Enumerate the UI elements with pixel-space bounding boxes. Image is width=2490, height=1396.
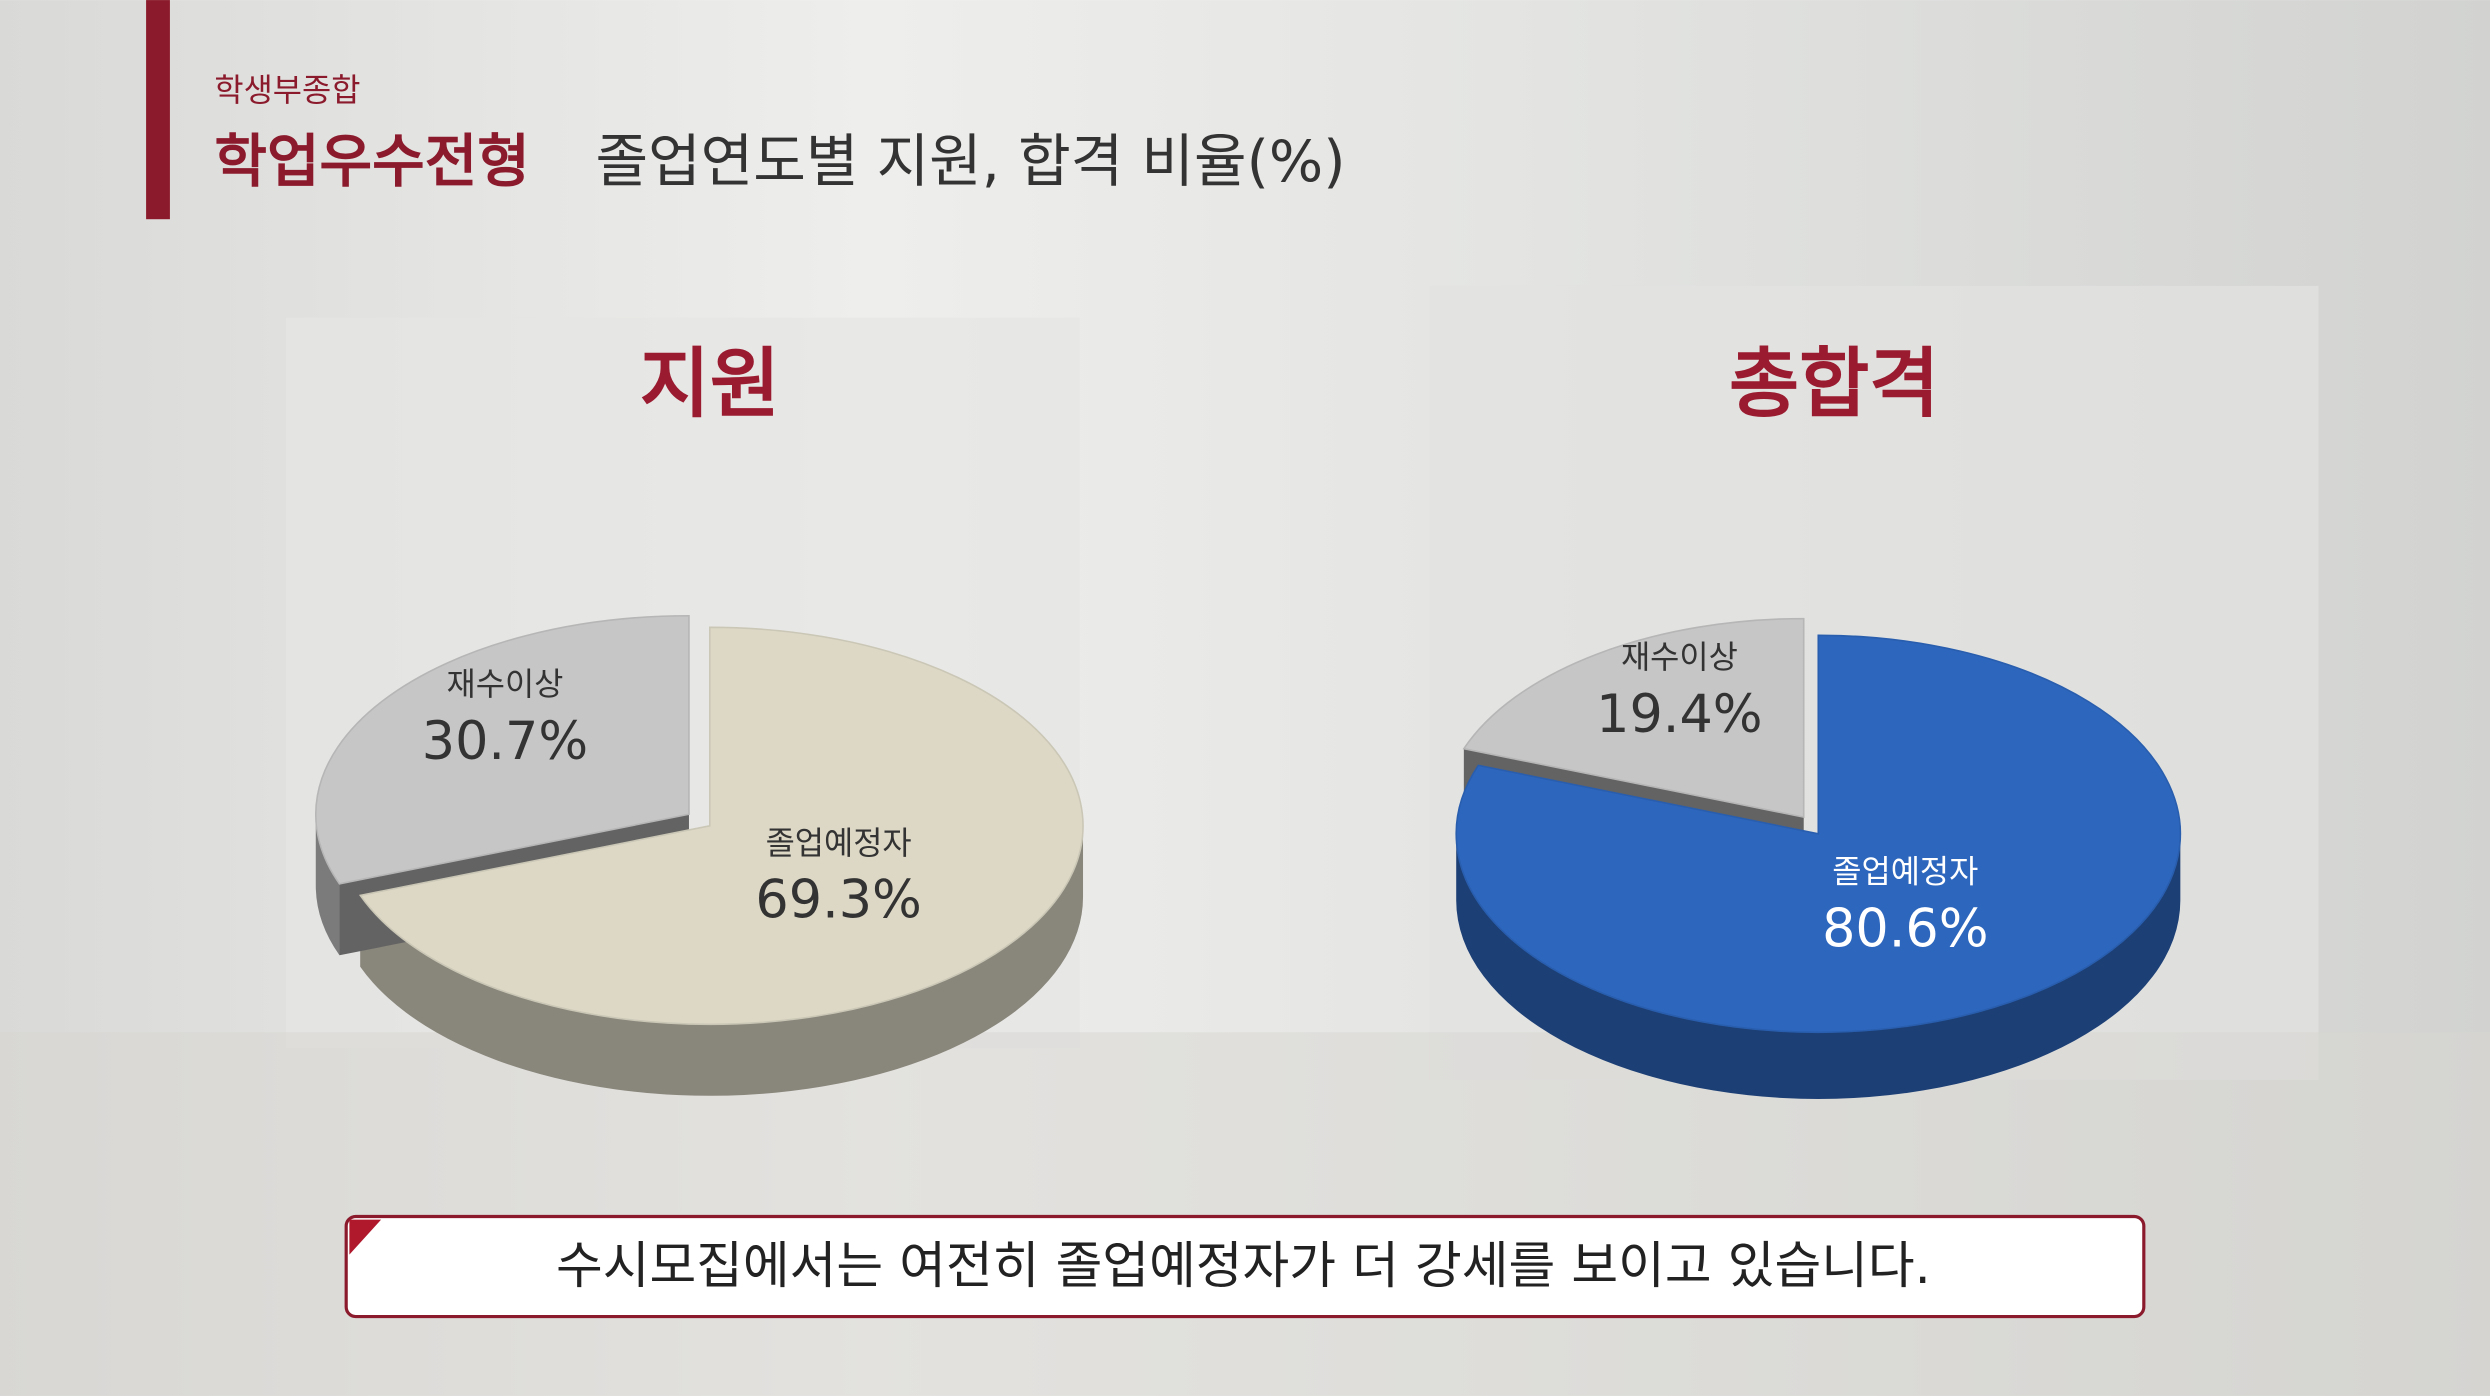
pie-slice bbox=[315, 614, 690, 885]
pie-side bbox=[360, 825, 1084, 1096]
pie-slice bbox=[358, 626, 1084, 1026]
header-title: 학업우수전형 bbox=[214, 129, 530, 195]
pie-slice bbox=[1462, 617, 1805, 819]
pie-side bbox=[1456, 833, 2181, 1099]
slice-name: 졸업예정자 bbox=[766, 826, 912, 862]
chart-title: 총합격 bbox=[1729, 339, 1939, 428]
slice-value-label: 19.4% bbox=[1596, 684, 1762, 745]
slice-value-label: 69.3% bbox=[755, 870, 921, 931]
caption-corner bbox=[349, 1219, 382, 1255]
slice-name: 재수이상 bbox=[447, 667, 564, 703]
header-subtitle: 졸업연도별 지원, 합격 비율(%) bbox=[596, 129, 1346, 195]
slice-name: 재수이상 bbox=[1621, 640, 1738, 676]
background-floor bbox=[0, 1032, 2490, 1396]
slice-value-label: 80.6% bbox=[1822, 898, 1988, 959]
slice-name: 졸업예정자 bbox=[1832, 855, 1978, 891]
caption: 수시모집에서는 여전히 졸업예정자가 더 강세를 보이고 있습니다. bbox=[556, 1236, 1931, 1295]
pie-slice bbox=[1455, 634, 2182, 1034]
chart-title: 지원 bbox=[640, 339, 780, 428]
caption-box bbox=[344, 1214, 2146, 1319]
header-category: 학생부종합 bbox=[214, 73, 360, 109]
slice-value-label: 30.7% bbox=[422, 711, 588, 772]
header-bar bbox=[146, 0, 170, 220]
